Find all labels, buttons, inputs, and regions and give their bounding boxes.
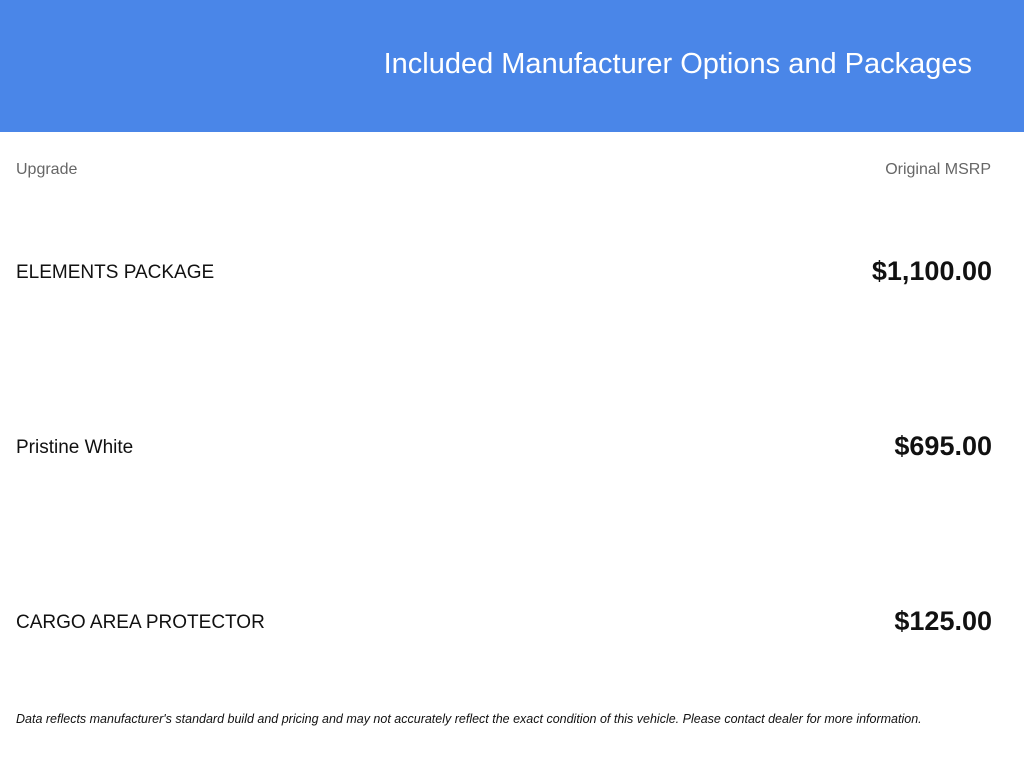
column-header-msrp: Original MSRP — [885, 161, 991, 178]
page-title: Included Manufacturer Options and Packag… — [383, 48, 972, 80]
upgrade-price: $1,100.00 — [871, 256, 992, 286]
column-header-upgrade: Upgrade — [16, 161, 78, 178]
upgrade-name: Pristine White — [16, 437, 134, 458]
page-header: Included Manufacturer Options and Packag… — [0, 0, 1024, 132]
upgrade-price: $125.00 — [894, 606, 992, 636]
upgrade-name: CARGO AREA PROTECTOR — [16, 612, 265, 633]
disclaimer: Data reflects manufacturer's standard bu… — [16, 712, 922, 726]
upgrade-name: ELEMENTS PACKAGE — [16, 262, 215, 283]
upgrade-price: $695.00 — [894, 431, 992, 461]
